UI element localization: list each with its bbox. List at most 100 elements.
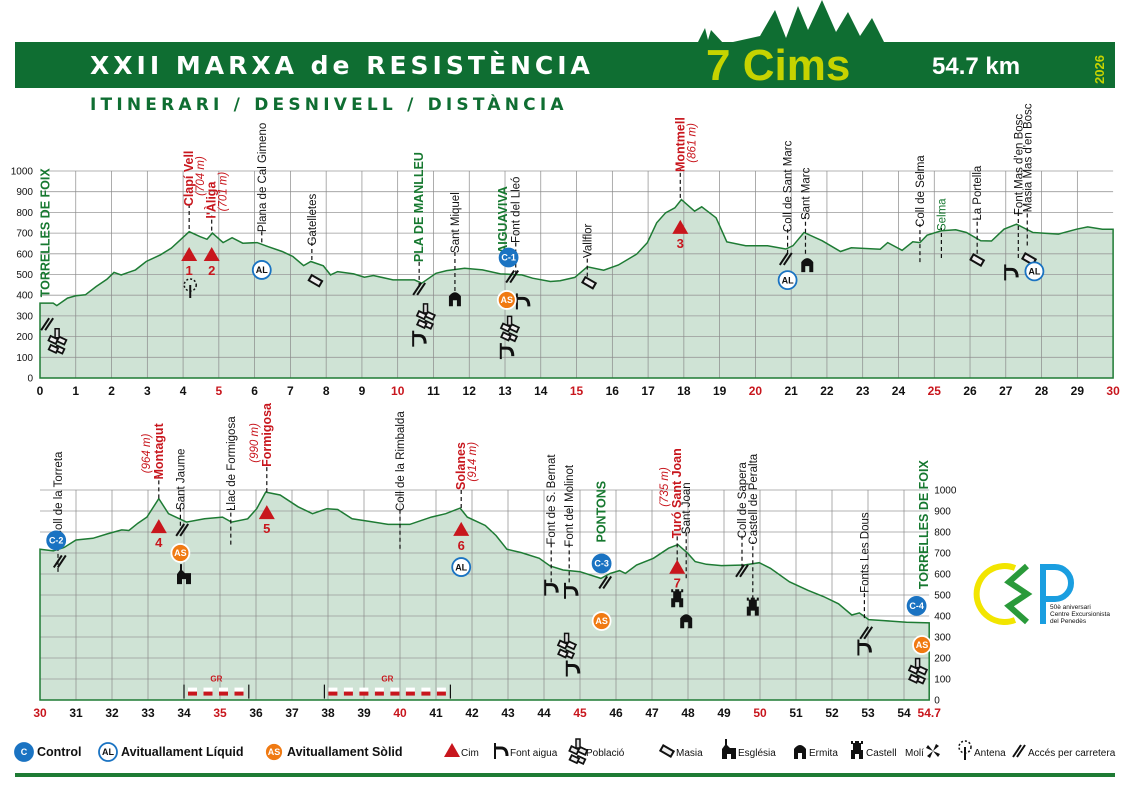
- gr-trail-segment: GR: [323, 675, 451, 699]
- waypoint: Gatelletes: [307, 193, 319, 261]
- moli-icon: [926, 744, 940, 758]
- badge-circle: [496, 290, 517, 310]
- legend-label: Font aigua: [510, 748, 558, 759]
- badge-circle: [251, 260, 272, 280]
- legend-label: Cim: [461, 748, 479, 759]
- x-tick-label: 30: [33, 706, 47, 720]
- x-tick-label: 30: [1106, 384, 1120, 398]
- waypoint-label: PLA DE MANLLEU: [412, 152, 426, 262]
- masia-icon: [307, 273, 324, 288]
- waypoint: Font Mas d'en Bosc: [1013, 114, 1025, 258]
- masia-icon: [581, 275, 598, 290]
- antena-icon: [183, 278, 197, 298]
- badge-circle: [170, 543, 191, 563]
- masia-icon: [658, 744, 676, 758]
- waypoint: PLA DE MANLLEU: [412, 152, 426, 287]
- gr-dash-red: [421, 691, 431, 696]
- waypoint-label: Sant Jaume: [175, 449, 187, 510]
- summit-marker: 2: [203, 247, 220, 278]
- road-icon: [859, 626, 874, 640]
- castell-icon: [851, 741, 863, 759]
- x-tick-label: 29: [1071, 384, 1085, 398]
- solid-supply-badge: AS: [170, 543, 191, 563]
- poblacio-icon: [47, 327, 68, 355]
- x-tick-label: 34: [177, 706, 191, 720]
- y-tick-label: 800: [16, 208, 33, 219]
- waypoint-label: Montagut: [152, 422, 166, 479]
- y-tick-label: 700: [934, 549, 951, 560]
- y-tick-label: 700: [16, 229, 33, 240]
- waypoint: Sant Marc: [800, 167, 812, 254]
- x-tick-label: 46: [609, 706, 623, 720]
- font-icon: [544, 579, 559, 596]
- solid-supply-badge: AS: [591, 611, 612, 631]
- badge-label: C-3: [594, 559, 609, 569]
- badge-label: AL: [782, 275, 794, 285]
- gr-dash-white: [203, 687, 213, 692]
- elevation-charts: 0 1 2 3 4 5 6 7 8 9 10 11 12 13 14 15 16 17 18 19 20 21 22 23 24…: [11, 103, 1120, 720]
- badge-label: C: [21, 747, 28, 757]
- y-axis: 0 100 200 300 400 500 600 700 800 900 1000: [934, 486, 957, 707]
- x-tick-label: 8: [323, 384, 330, 398]
- road-icon: [505, 270, 519, 284]
- waypoint-label: Castell de Peralta: [748, 453, 760, 544]
- x-tick-label: 14: [534, 384, 548, 398]
- badge-label: AL: [256, 265, 268, 275]
- gr-dash-red: [405, 691, 415, 696]
- y-tick-label: 600: [16, 249, 33, 260]
- summit-altitude: (704 m): [195, 156, 207, 196]
- waypoint-label: Fonts Les Dous: [859, 512, 871, 593]
- summit-marker: 4: [150, 519, 167, 550]
- gr-dash-white: [436, 687, 446, 692]
- subtitle: ITINERARI / DESNIVELL / DISTÀNCIA: [90, 93, 568, 115]
- x-tick-label: 3: [144, 384, 151, 398]
- x-tick-label: 10: [391, 384, 405, 398]
- waypoint: Font de S. Bernat: [546, 454, 558, 583]
- map-icons: [40, 252, 1038, 360]
- x-tick-label: 24: [892, 384, 906, 398]
- liquid-supply-icon: AL: [98, 742, 118, 762]
- waypoint-label: Masia Mas d'en Bosc: [1022, 103, 1034, 212]
- road-icon: [598, 575, 613, 589]
- y-tick-label: 1000: [934, 486, 957, 497]
- control-badge: C-2: [46, 530, 67, 551]
- waypoint-label: Font de S. Bernat: [546, 454, 558, 545]
- waypoint: TORRELLES DE FOIX: [917, 460, 931, 590]
- summit-number: 6: [458, 538, 465, 553]
- badge-circle: [46, 530, 67, 551]
- x-tick-label: 1: [72, 384, 79, 398]
- summit-altitude: (861 m): [686, 123, 698, 163]
- y-tick-label: 1000: [11, 167, 34, 178]
- summit-icon: [669, 559, 686, 574]
- gr-dash-red: [188, 691, 197, 696]
- x-tick-label: 20: [749, 384, 763, 398]
- x-tick-label: 5: [216, 384, 223, 398]
- y-tick-label: 500: [934, 591, 951, 602]
- event-title: XXII MARXA de RESISTÈNCIA: [90, 51, 594, 80]
- x-tick-label: 41: [429, 706, 443, 720]
- x-tick-label: 4: [180, 384, 187, 398]
- control-badge: C-1: [498, 247, 519, 268]
- waypoints: Coll de la Torreta Montagut(964 m) Sant Ja…: [53, 402, 931, 619]
- waypoint: Coll de Sant Marc: [783, 140, 795, 254]
- waypoint-label: Turó Sant Joan: [670, 448, 684, 538]
- waypoint: Clapí Vell (704 m): [182, 151, 207, 229]
- road-icon: [52, 554, 67, 568]
- x-tick-label: 47: [645, 706, 659, 720]
- summit-marker: 1: [181, 247, 198, 278]
- ermita-icon: [448, 292, 461, 307]
- y-tick-label: 300: [16, 311, 33, 322]
- badge-circle: [498, 247, 519, 268]
- legend-item-solid: AS Avituallament Sòlid: [264, 742, 403, 762]
- x-tick-label: 50: [753, 706, 767, 720]
- badge-label: C-2: [49, 536, 64, 546]
- summit-number: 7: [674, 576, 681, 591]
- x-tick-label: 43: [501, 706, 515, 720]
- legend-label: Ermita: [809, 748, 838, 759]
- summit-number: 1: [186, 263, 193, 278]
- badge-circle: [777, 270, 798, 290]
- poblacio-icon: [415, 303, 436, 330]
- x-tick-label: 36: [249, 706, 263, 720]
- legend-label: Control: [37, 745, 81, 759]
- y-tick-label: 600: [934, 570, 951, 581]
